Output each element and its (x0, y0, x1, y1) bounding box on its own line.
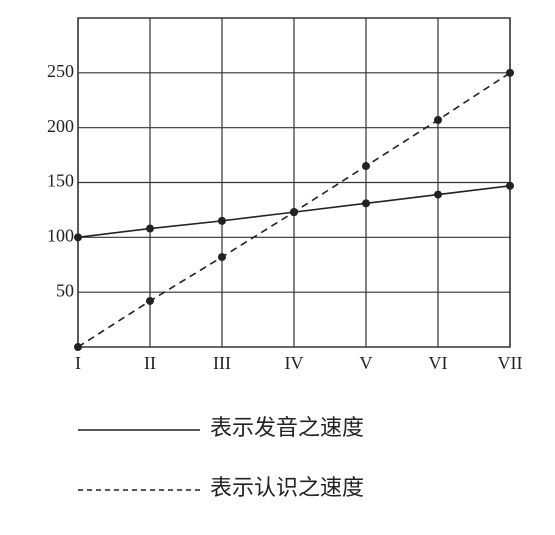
x-tick-label: V (360, 353, 373, 373)
data-point (74, 343, 82, 351)
data-point (218, 216, 226, 225)
x-tick-label: IV (285, 353, 304, 373)
x-tick-label: VII (498, 353, 523, 373)
data-point (146, 224, 154, 233)
data-point (506, 181, 514, 190)
legend-label: 表示认识之速度 (210, 475, 364, 500)
x-tick-label: VI (429, 353, 448, 373)
data-point (506, 68, 514, 77)
data-point (290, 208, 298, 217)
y-tick-label: 200 (47, 116, 74, 136)
y-tick-label: 150 (47, 171, 74, 191)
data-point (74, 233, 82, 242)
y-tick-label: 50 (56, 280, 74, 300)
data-point (218, 253, 226, 262)
data-point (146, 296, 154, 305)
data-point (434, 115, 442, 124)
y-tick-label: 250 (47, 61, 74, 81)
data-point (434, 190, 442, 199)
y-tick-label: 100 (47, 225, 74, 245)
data-point (362, 199, 370, 208)
x-tick-label: II (144, 353, 156, 373)
legend-label: 表示发音之速度 (210, 415, 364, 440)
data-point (362, 162, 370, 171)
x-tick-label: III (213, 353, 231, 373)
x-tick-label: I (75, 353, 81, 373)
